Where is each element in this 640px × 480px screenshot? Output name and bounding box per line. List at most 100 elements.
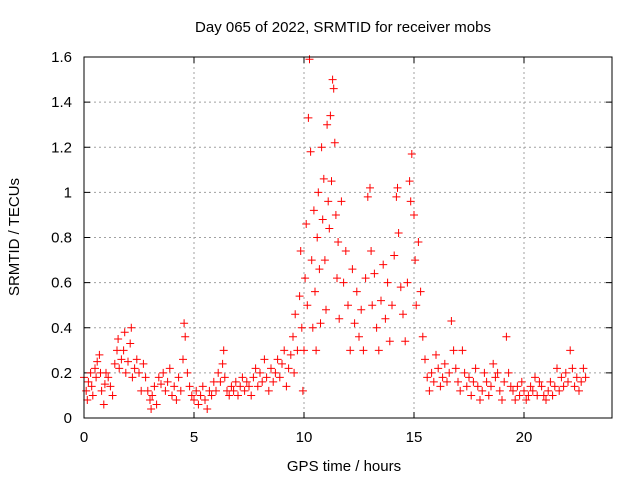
data-point	[447, 316, 456, 325]
data-point	[298, 386, 307, 395]
data-point	[458, 346, 467, 355]
data-point	[357, 305, 366, 314]
data-point	[478, 386, 487, 395]
data-point	[326, 111, 335, 120]
data-point	[539, 391, 548, 400]
data-point	[227, 382, 236, 391]
data-point	[115, 364, 124, 373]
data-point	[291, 310, 300, 319]
data-point	[214, 368, 223, 377]
data-point	[511, 395, 520, 404]
data-point	[192, 386, 201, 395]
data-point	[253, 382, 262, 391]
data-point	[295, 292, 304, 301]
data-point	[236, 382, 245, 391]
data-point	[240, 386, 249, 395]
data-point	[304, 113, 313, 122]
data-point	[469, 377, 478, 386]
data-point	[312, 346, 321, 355]
data-point	[242, 377, 251, 386]
data-point	[273, 355, 282, 364]
data-point	[289, 332, 297, 341]
data-point	[88, 391, 97, 400]
data-point	[258, 377, 267, 386]
data-point	[363, 192, 372, 201]
data-point	[570, 382, 579, 391]
data-point	[555, 386, 564, 395]
data-point	[275, 373, 284, 382]
y-tick-label: 0.2	[51, 365, 72, 382]
data-point	[106, 382, 115, 391]
data-point	[297, 323, 306, 332]
data-point	[374, 346, 383, 355]
data-point	[394, 228, 403, 237]
data-point	[108, 391, 117, 400]
data-point	[260, 355, 269, 364]
data-point	[128, 373, 137, 382]
data-point	[180, 319, 189, 328]
data-point	[194, 400, 203, 409]
data-point	[290, 368, 299, 377]
data-point	[344, 301, 352, 310]
data-point	[498, 395, 506, 404]
data-point	[416, 287, 425, 296]
data-point	[327, 177, 336, 186]
data-point	[513, 382, 522, 391]
data-point	[93, 357, 102, 366]
data-point	[414, 238, 423, 247]
data-point	[480, 368, 489, 377]
data-point	[425, 386, 434, 395]
data-point	[82, 386, 91, 395]
data-point	[234, 391, 242, 400]
data-point	[557, 373, 566, 382]
data-point	[383, 278, 392, 287]
data-point	[121, 368, 130, 377]
data-point	[577, 377, 586, 386]
data-point	[542, 395, 550, 404]
data-point	[515, 391, 524, 400]
data-point	[372, 323, 381, 332]
data-point	[509, 386, 517, 395]
data-points	[80, 55, 590, 413]
chart-title: Day 065 of 2022, SRMTID for receiver mob…	[195, 19, 491, 36]
data-point	[316, 319, 325, 328]
data-point	[322, 305, 330, 314]
data-point	[355, 332, 363, 341]
data-point	[418, 332, 427, 341]
data-point	[406, 197, 415, 206]
data-point	[183, 368, 192, 377]
data-point	[95, 350, 104, 359]
data-point	[126, 339, 135, 348]
data-point	[91, 364, 99, 373]
data-point	[168, 391, 176, 400]
data-point	[407, 150, 416, 159]
data-point	[309, 206, 318, 215]
data-point	[377, 296, 385, 305]
data-point	[267, 364, 275, 373]
data-point	[300, 346, 308, 355]
data-point	[317, 143, 326, 152]
data-point	[97, 386, 106, 395]
data-point	[119, 346, 128, 355]
data-point	[271, 368, 280, 377]
data-point	[548, 391, 557, 400]
data-point	[152, 400, 161, 409]
data-point	[401, 337, 410, 346]
y-tick-label: 1.6	[51, 49, 72, 66]
data-point	[147, 404, 156, 413]
y-tick-label: 0	[64, 410, 72, 427]
data-point	[434, 364, 443, 373]
data-point	[296, 247, 305, 256]
data-point	[207, 391, 216, 400]
data-point	[308, 323, 317, 332]
data-point	[502, 332, 511, 341]
data-point	[568, 364, 577, 373]
data-point	[114, 335, 123, 344]
data-point	[361, 274, 370, 283]
data-point	[517, 377, 526, 386]
data-point	[467, 391, 476, 400]
data-point	[132, 355, 141, 364]
data-point	[150, 382, 159, 391]
data-point	[170, 382, 179, 391]
